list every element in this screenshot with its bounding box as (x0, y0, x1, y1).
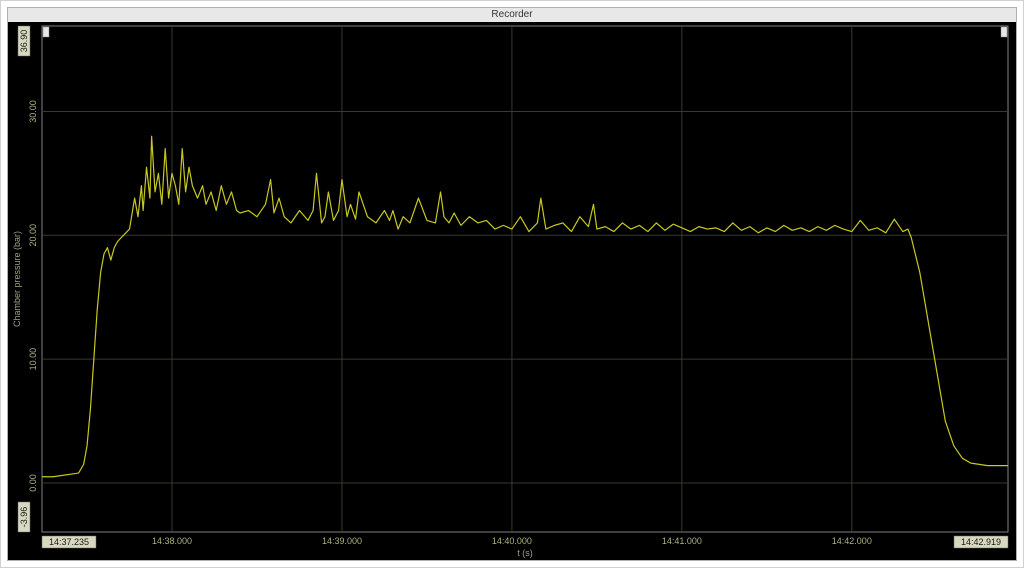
svg-text:14:37.235: 14:37.235 (49, 537, 89, 547)
window-title: Recorder (8, 8, 1016, 22)
svg-text:14:39.000: 14:39.000 (322, 536, 362, 546)
x-min-box: 14:37.235 (42, 536, 96, 548)
y-max-box: 36.90 (18, 26, 30, 56)
pressure-chart: 0.00 10.00 20.00 30.00 14:38.000 14:39.000 14:… (8, 22, 1016, 560)
y-min-box: -3.96 (18, 502, 30, 532)
svg-text:14:42.000: 14:42.000 (832, 536, 872, 546)
svg-text:0.00: 0.00 (28, 474, 38, 492)
svg-text:14:42.919: 14:42.919 (961, 537, 1001, 547)
svg-text:36.90: 36.90 (19, 30, 29, 53)
x-max-box: 14:42.919 (954, 536, 1008, 548)
svg-text:14:40.000: 14:40.000 (492, 536, 532, 546)
svg-text:10.00: 10.00 (28, 348, 38, 371)
cursor-handle-left[interactable] (43, 27, 49, 37)
svg-text:Chamber pressure (bar): Chamber pressure (bar) (12, 231, 22, 327)
recorder-window: Recorder 0.00 10.00 20.00 30.00 14:38.000 14:… (0, 0, 1024, 568)
svg-text:14:38.000: 14:38.000 (152, 536, 192, 546)
cursor-handle-right[interactable] (1001, 27, 1007, 37)
chart-plot-area[interactable]: 0.00 10.00 20.00 30.00 14:38.000 14:39.000 14:… (8, 22, 1016, 560)
svg-text:30.00: 30.00 (28, 100, 38, 123)
svg-text:t (s): t (s) (517, 548, 533, 558)
svg-text:20.00: 20.00 (28, 224, 38, 247)
recorder-inner: Recorder 0.00 10.00 20.00 30.00 14:38.000 14:… (7, 7, 1017, 561)
svg-text:14:41.000: 14:41.000 (662, 536, 702, 546)
svg-text:-3.96: -3.96 (19, 507, 29, 528)
